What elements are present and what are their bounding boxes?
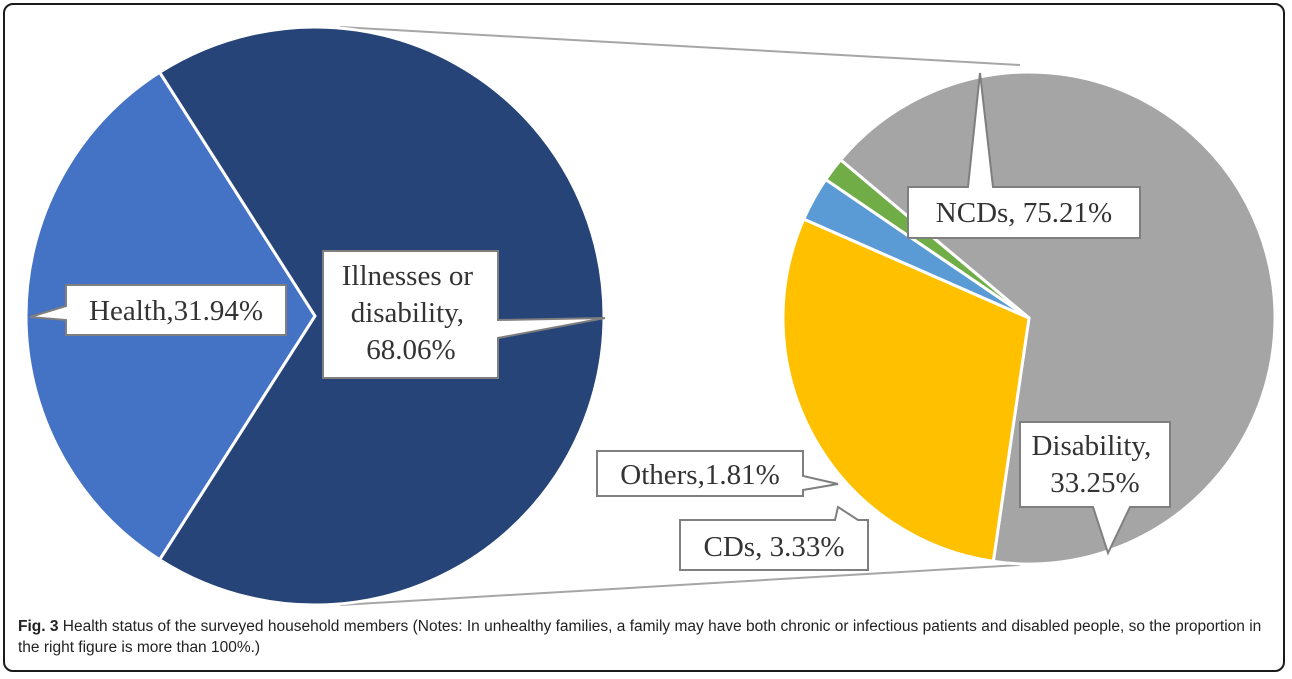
callout-others-box [596, 450, 839, 497]
callout-disability: Disability, 33.25% [1019, 421, 1171, 556]
callout-cds-text: CDs, 3.33% [704, 531, 845, 563]
callout-cds-box [679, 505, 869, 571]
callout-disability-text: Disability, 33.25% [1031, 430, 1158, 499]
callout-disability-line-2: 33.25% [1050, 467, 1139, 499]
figure-caption: Fig. 3 Health status of the surveyed hou… [18, 616, 1268, 658]
callout-cds: CDs, 3.33% [679, 505, 869, 571]
connector-line-bottom [339, 564, 1021, 606]
callout-illnesses-line-2: disability, [351, 297, 464, 329]
callout-illnesses-line-3: 68.06% [366, 334, 455, 366]
callout-others-text: Others,1.81% [620, 459, 779, 491]
callout-ncds-box [907, 72, 1141, 239]
callout-disability-line-1: Disability, [1031, 430, 1151, 462]
callout-illnesses-text: Illnesses or disability, 68.06% [342, 260, 481, 366]
callout-disability-box [1019, 421, 1171, 556]
callout-ncds-text: NCDs, 75.21% [936, 197, 1112, 229]
callout-health-box [29, 284, 287, 336]
callout-ncds: NCDs, 75.21% [907, 72, 1141, 239]
callout-others: Others,1.81% [596, 450, 839, 497]
callout-illnesses: Illnesses or disability, 68.06% [322, 250, 606, 379]
connector-line-top [339, 26, 1021, 66]
caption-text: Health status of the surveyed household … [18, 618, 1262, 656]
pie-slice-disability [781, 217, 1031, 564]
callout-illnesses-box [322, 250, 606, 379]
callout-health-text: Health,31.94% [89, 295, 263, 327]
callout-health: Health,31.94% [29, 284, 287, 336]
caption-label: Fig. 3 [18, 618, 59, 635]
callout-illnesses-line-1: Illnesses or [342, 260, 474, 292]
